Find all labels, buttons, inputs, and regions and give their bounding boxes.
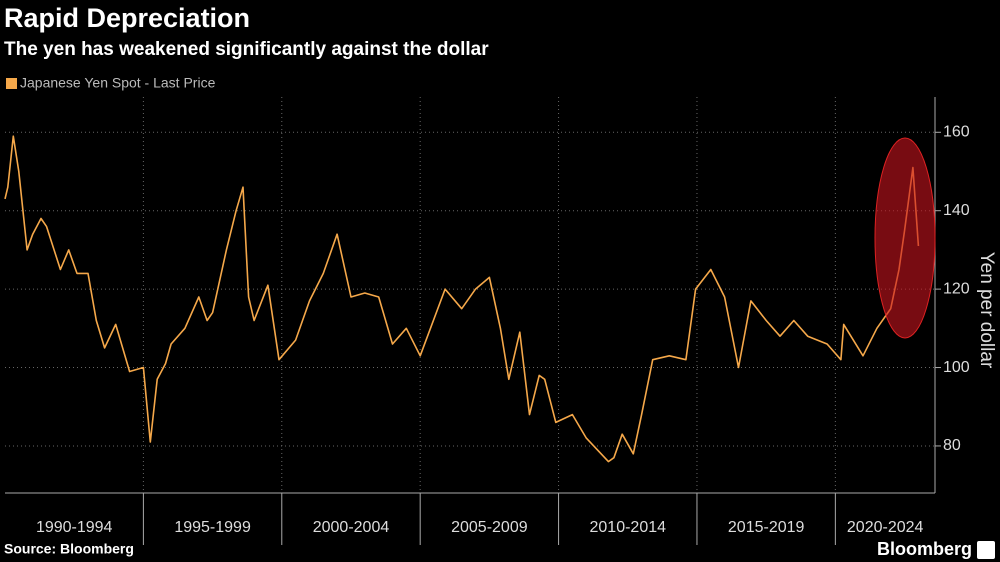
legend-swatch (6, 78, 17, 89)
x-period-label: 1995-1999 (174, 519, 251, 536)
x-period-label: 2015-2019 (728, 519, 805, 536)
x-period-label: 2020-2024 (847, 519, 924, 536)
y-tick-label: 140 (943, 202, 970, 219)
source: Source: Bloomberg (4, 541, 134, 557)
y-tick-label: 120 (943, 280, 970, 297)
series-line (4, 135, 920, 463)
plot: 80 100 120 140 160 1990-1994 1995-1999 2000-200… (4, 97, 970, 545)
legend-label: Japanese Yen Spot - Last Price (20, 75, 216, 91)
highlight-ellipse (874, 137, 936, 339)
y-tick-label: 100 (943, 359, 970, 376)
branding: Bloomberg (877, 539, 972, 559)
chart-title: Rapid Depreciation (4, 3, 250, 33)
x-period-label: 2000-2004 (313, 519, 390, 536)
brand-icon (977, 541, 995, 559)
y-tick-label: 80 (943, 437, 961, 454)
x-period-label: 2010-2014 (590, 519, 667, 536)
x-period-label: 2005-2009 (451, 519, 528, 536)
chart-subtitle: The yen has weakened significantly again… (4, 39, 489, 60)
y-tick-label: 160 (943, 124, 970, 141)
y-axis-title: Yen per dollar (976, 252, 997, 369)
x-period-label: 1990-1994 (36, 519, 113, 536)
